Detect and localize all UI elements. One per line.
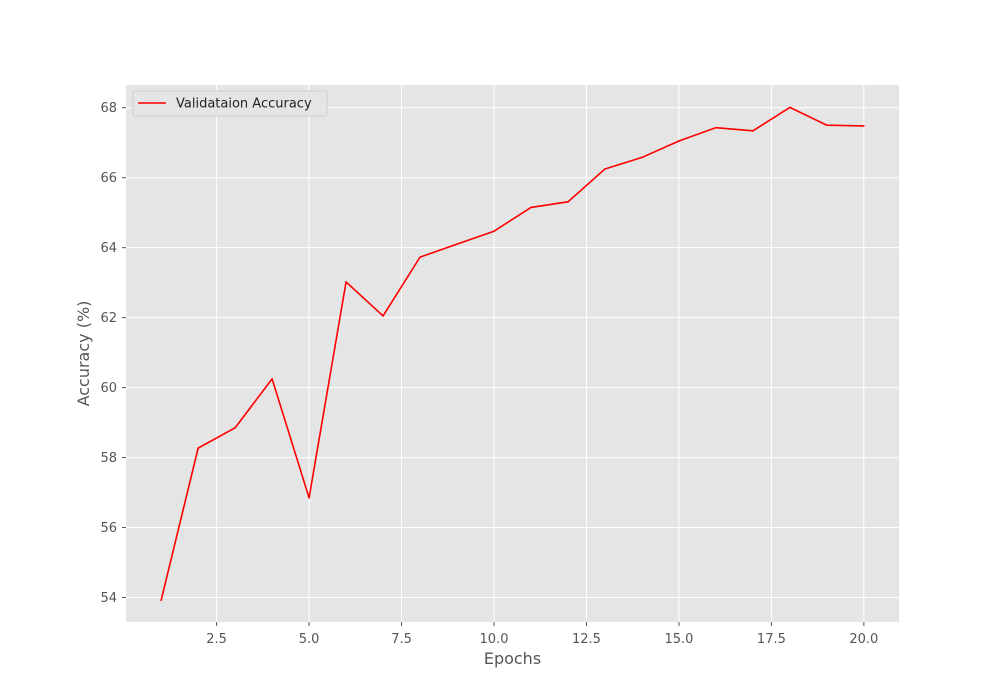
data-point bbox=[197, 447, 199, 449]
x-tick-label: 2.5 bbox=[206, 632, 227, 647]
data-point bbox=[160, 599, 162, 602]
y-axis-ticks: 54 56 58 60 62 64 66 68 bbox=[100, 101, 126, 606]
x-tick-label: 17.5 bbox=[757, 632, 786, 647]
data-point bbox=[789, 106, 791, 109]
y-tick-label: 60 bbox=[100, 381, 117, 396]
data-point bbox=[678, 140, 680, 142]
legend-box bbox=[132, 90, 328, 117]
x-axis-title: Epochs bbox=[484, 649, 541, 668]
data-point bbox=[826, 124, 828, 127]
data-point bbox=[345, 281, 347, 283]
y-axis-title: Accuracy (%) bbox=[74, 301, 93, 407]
data-point bbox=[308, 497, 310, 499]
data-point bbox=[234, 427, 236, 429]
data-point bbox=[419, 256, 421, 258]
y-tick-label: 68 bbox=[100, 101, 117, 116]
x-tick-label: 5.0 bbox=[299, 632, 320, 647]
y-tick-label: 64 bbox=[100, 241, 117, 256]
x-tick-label: 7.5 bbox=[391, 632, 412, 647]
data-point bbox=[530, 206, 532, 209]
data-point bbox=[604, 168, 606, 170]
y-tick-label: 66 bbox=[100, 171, 117, 186]
x-axis-ticks: 2.5 5.0 7.5 10.0 12.5 15.0 17.5 20.0 bbox=[206, 622, 878, 647]
y-tick-label: 56 bbox=[100, 521, 117, 536]
legend: Validataion Accuracy bbox=[132, 90, 328, 117]
data-point bbox=[456, 243, 458, 245]
data-point bbox=[493, 230, 495, 233]
series-layer bbox=[160, 106, 865, 602]
data-point bbox=[382, 315, 384, 317]
legend-label: Validataion Accuracy bbox=[176, 97, 312, 112]
data-point bbox=[715, 126, 717, 129]
x-tick-label: 15.0 bbox=[664, 632, 693, 647]
grid-lines bbox=[126, 85, 899, 622]
data-point bbox=[752, 130, 754, 132]
x-tick-label: 12.5 bbox=[572, 632, 601, 647]
data-point bbox=[641, 156, 643, 159]
x-tick-label: 20.0 bbox=[849, 632, 878, 647]
y-tick-label: 58 bbox=[100, 451, 117, 466]
series-line bbox=[160, 106, 864, 601]
data-point bbox=[271, 378, 273, 380]
x-tick-label: 10.0 bbox=[480, 632, 509, 647]
y-tick-label: 62 bbox=[100, 311, 117, 326]
y-tick-label: 54 bbox=[100, 591, 117, 606]
data-point bbox=[863, 125, 865, 127]
data-point bbox=[567, 201, 569, 203]
plot-background bbox=[126, 85, 899, 622]
